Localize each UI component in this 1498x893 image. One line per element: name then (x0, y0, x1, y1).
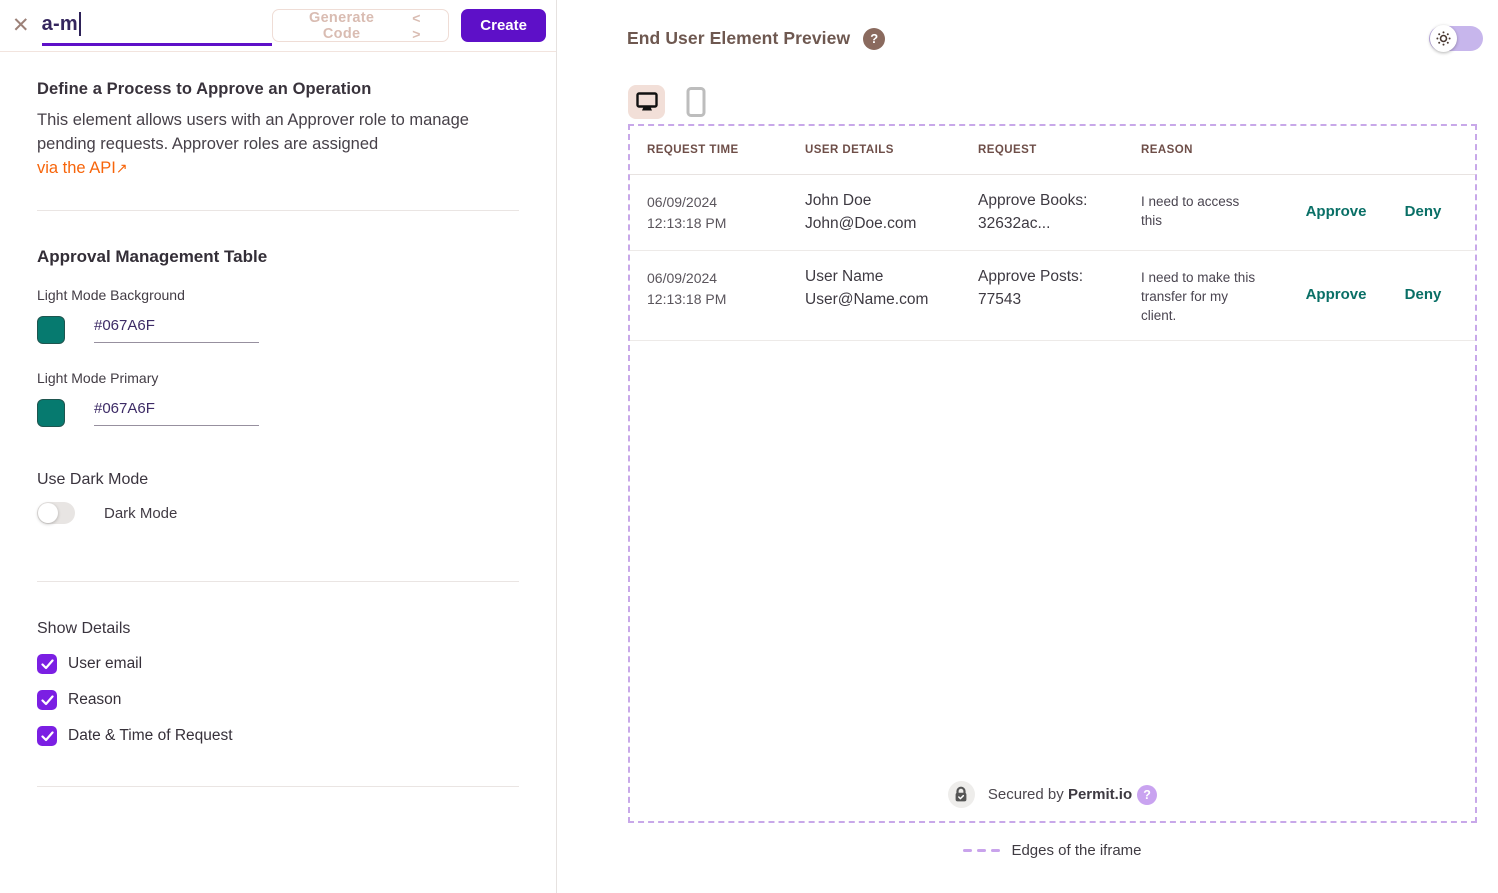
permit-lock-icon (947, 781, 975, 808)
check-icon (40, 730, 54, 741)
text-caret (78, 12, 81, 36)
show-details-label: Show Details (37, 620, 131, 637)
editor-topbar: ✕ a-m Generate Code < > Create (0, 0, 556, 52)
user-details-cell: John Doe John@Doe.com (805, 192, 917, 232)
reason-cell: I need to make this transfer for my clie… (1141, 270, 1256, 323)
checkbox-label: Reason (68, 691, 122, 708)
user-email-checkbox[interactable] (37, 654, 57, 674)
table-header-row: REQUEST TIME USER DETAILS REQUEST REASON (630, 126, 1475, 175)
hex-color-input[interactable]: #067A6F (94, 317, 259, 343)
secured-help-icon[interactable]: ? (1137, 784, 1158, 805)
element-name-input[interactable]: a-m (41, 6, 272, 46)
help-icon[interactable]: ? (863, 27, 886, 50)
reason-checkbox[interactable] (37, 690, 57, 710)
config-content: Define a Process to Approve an Operation… (0, 80, 556, 787)
close-icon[interactable]: ✕ (12, 14, 30, 37)
secured-by-text: Secured by Permit.io (987, 786, 1133, 803)
element-preview-iframe: REQUEST TIME USER DETAILS REQUEST REASON… (628, 124, 1477, 823)
preview-panel: End User Element Preview ? (557, 0, 1498, 893)
mobile-preview-button[interactable] (677, 85, 714, 119)
color-swatch[interactable] (37, 399, 65, 427)
date-time-checkbox[interactable] (37, 726, 57, 746)
checkbox-label: User email (68, 655, 143, 672)
table-row: 06/09/2024 12:13:18 PM User Name User@Na… (630, 251, 1475, 341)
toggle-knob (38, 503, 58, 523)
approve-button[interactable]: Approve (1305, 203, 1367, 220)
approval-table: REQUEST TIME USER DETAILS REQUEST REASON… (630, 126, 1475, 341)
light-mode-background-field: Light Mode Background #067A6F (37, 287, 519, 344)
light-mode-primary-field: Light Mode Primary #067A6F (37, 370, 519, 427)
reason-cell: I need to access this (1141, 194, 1240, 228)
mobile-icon (686, 87, 705, 117)
sun-icon (1436, 31, 1451, 46)
desktop-preview-button[interactable] (628, 85, 665, 119)
generate-code-label: Generate Code (308, 9, 375, 42)
generate-code-button[interactable]: Generate Code < > (271, 9, 450, 42)
dark-mode-toggle-label: Dark Mode (104, 504, 178, 522)
field-label: Light Mode Primary (37, 370, 159, 386)
dark-mode-toggle[interactable] (37, 502, 75, 524)
checkbox-row-reason: Reason (37, 690, 519, 710)
user-details-cell: User Name User@Name.com (805, 268, 929, 308)
dashed-line-sample-icon (963, 848, 1001, 853)
request-time-cell: 06/09/2024 12:13:18 PM (647, 194, 727, 231)
deny-button[interactable]: Deny (1404, 286, 1442, 303)
column-header: USER DETAILS (805, 144, 894, 156)
secured-by-footer: Secured by Permit.io ? (630, 781, 1475, 808)
checkbox-label: Date & Time of Request (68, 727, 233, 744)
element-name-value: a-m (41, 12, 78, 35)
toggle-knob (1430, 25, 1457, 52)
settings-title: Approval Management Table (37, 247, 268, 266)
desktop-icon (635, 92, 658, 111)
checkbox-row-user-email: User email (37, 654, 519, 674)
hex-color-input[interactable]: #067A6F (94, 400, 259, 426)
request-cell: Approve Posts: 77543 (978, 268, 1084, 308)
color-swatch[interactable] (37, 316, 65, 344)
config-panel: ✕ a-m Generate Code < > Create Define a … (0, 0, 557, 893)
external-link-arrow-icon: ↗ (115, 160, 128, 176)
request-cell: Approve Books: 32632ac... (978, 192, 1088, 232)
table-row: 06/09/2024 12:13:18 PM John Doe John@Doe… (630, 175, 1475, 251)
permit-brand: Permit.io (1067, 786, 1133, 803)
check-icon (40, 694, 54, 705)
column-header: REASON (1141, 144, 1193, 156)
column-header: REQUEST (978, 144, 1037, 156)
checkbox-row-date-time: Date & Time of Request (37, 726, 519, 746)
check-icon (40, 658, 54, 669)
section-divider (37, 786, 519, 787)
create-button[interactable]: Create (461, 9, 546, 42)
section-divider (37, 210, 519, 211)
column-header: REQUEST TIME (647, 144, 739, 156)
via-the-api-link[interactable]: via the API↗ (37, 159, 128, 177)
intro-title: Define a Process to Approve an Operation (37, 80, 372, 98)
intro-description: This element allows users with an Approv… (37, 111, 469, 177)
iframe-edges-legend: Edges of the iframe (628, 842, 1477, 859)
code-brackets-icon: < > (412, 9, 424, 42)
section-divider (37, 581, 519, 582)
approve-button[interactable]: Approve (1305, 286, 1367, 303)
deny-button[interactable]: Deny (1404, 203, 1442, 220)
field-label: Light Mode Background (37, 287, 185, 303)
use-dark-mode-label: Use Dark Mode (37, 471, 149, 488)
request-time-cell: 06/09/2024 12:13:18 PM (647, 270, 727, 307)
legend-label: Edges of the iframe (1011, 842, 1142, 859)
preview-title: End User Element Preview (627, 28, 851, 48)
preview-theme-toggle[interactable] (1429, 25, 1483, 52)
